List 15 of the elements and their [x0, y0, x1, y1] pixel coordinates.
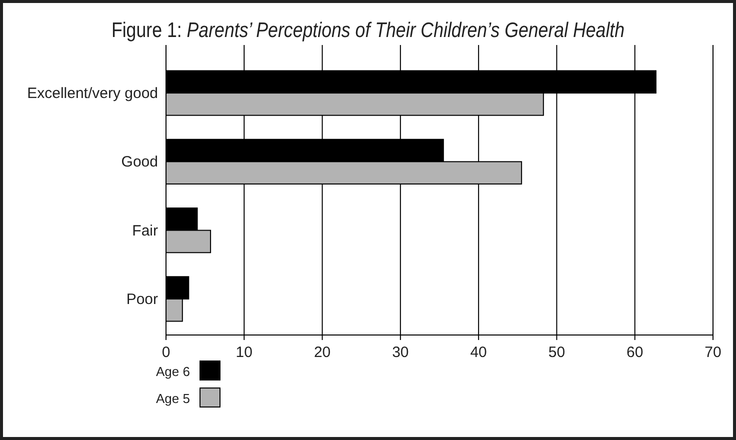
- x-tick-label: 30: [392, 344, 409, 361]
- x-tick-label: 0: [162, 344, 170, 361]
- legend-label: Age 5: [156, 391, 190, 406]
- y-tick-label: Poor: [126, 290, 158, 308]
- x-tick-label: 40: [470, 344, 487, 361]
- y-tick-label: Excellent/very good: [27, 85, 158, 102]
- y-tick-label: Good: [121, 154, 158, 171]
- chart-title: Figure 1: Parents’ Perceptions of Their Children’s General Health: [111, 18, 625, 42]
- x-tick-label: 10: [236, 344, 252, 361]
- y-tick-label: Fair: [132, 222, 158, 240]
- x-tick-label: 20: [314, 344, 331, 361]
- x-tick-label: 70: [704, 344, 722, 361]
- x-tick-label: 60: [626, 344, 644, 361]
- legend-label: Age 6: [156, 364, 190, 379]
- x-tick-label: 50: [548, 344, 566, 361]
